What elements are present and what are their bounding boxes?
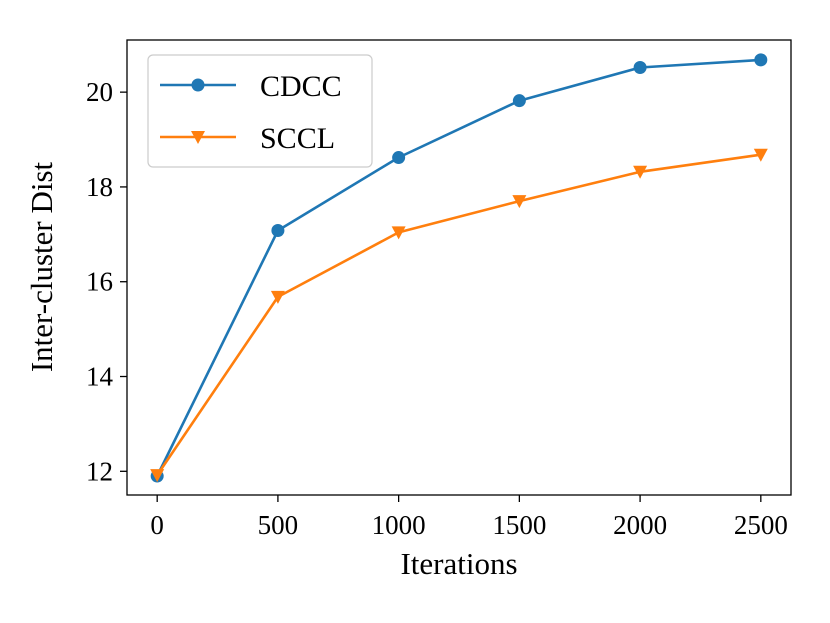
data-point-cdcc-2000 [633, 60, 647, 74]
plot-area: 0 500 1000 1500 2000 2500 12 14 16 18 20 [86, 39, 792, 540]
x-axis-ticks: 0 500 1000 1500 2000 2500 [150, 495, 788, 540]
y-tick-label-14: 14 [86, 362, 114, 392]
legend: CDCC SCCL [147, 54, 373, 168]
legend-entry-sccl: SCCL [160, 122, 335, 155]
data-point-sccl-500 [270, 290, 285, 304]
data-point-sccl-2000 [633, 165, 648, 179]
series-line-sccl [156, 153, 761, 476]
axes-frame [126, 39, 792, 496]
data-point-cdcc-1500 [512, 94, 526, 108]
data-point-cdcc-500 [271, 224, 285, 238]
data-point-cdcc-1000 [392, 151, 406, 165]
x-axis-title: Iterations [400, 546, 517, 581]
y-tick-label-20: 20 [86, 77, 113, 107]
legend-marker-sccl [191, 131, 205, 144]
legend-entry-cdcc: CDCC [160, 70, 342, 103]
y-tick-label-16: 16 [86, 267, 113, 297]
data-point-sccl-1500 [512, 195, 527, 209]
x-tick-label-1000: 1000 [372, 510, 426, 540]
data-point-sccl-1000 [391, 226, 406, 240]
legend-marker-cdcc [191, 78, 205, 92]
data-point-sccl-0 [150, 469, 165, 483]
x-tick-label-1500: 1500 [492, 510, 546, 540]
y-axis-ticks: 12 14 16 18 20 [86, 77, 127, 486]
y-tick-label-18: 18 [86, 172, 113, 202]
series-line-cdcc [156, 58, 761, 477]
x-tick-label-2000: 2000 [613, 510, 667, 540]
data-point-cdcc-2500 [754, 53, 768, 67]
series-layer [150, 53, 768, 483]
x-tick-label-0: 0 [150, 510, 164, 540]
data-point-sccl-2500 [753, 148, 768, 162]
legend-label-sccl: SCCL [260, 122, 335, 155]
x-tick-label-2500: 2500 [734, 510, 788, 540]
y-axis-title: Inter-cluster Dist [24, 161, 59, 372]
x-tick-label-500: 500 [258, 510, 299, 540]
y-tick-label-12: 12 [86, 456, 113, 486]
legend-label-cdcc: CDCC [260, 70, 342, 103]
